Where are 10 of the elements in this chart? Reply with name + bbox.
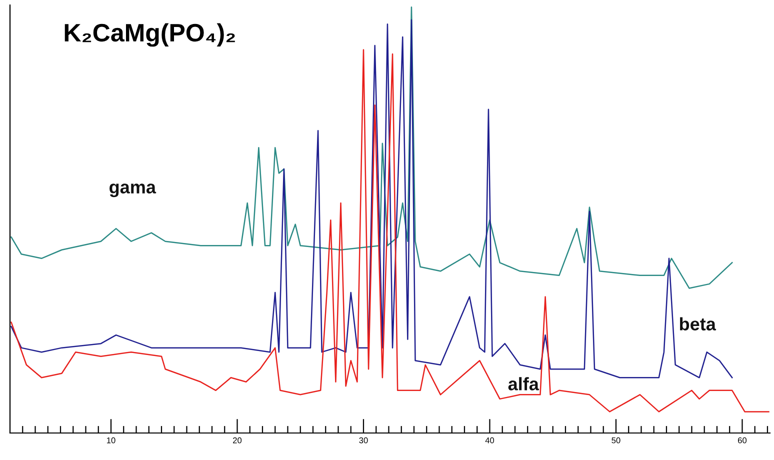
x-tick-label: 50 <box>612 437 620 444</box>
x-tick-label: 60 <box>738 437 747 444</box>
x-tick-label: 20 <box>233 437 242 444</box>
x-tick-label: 40 <box>485 437 494 444</box>
text: K₂CaMg(PO₄)₂ <box>64 23 235 47</box>
series-label: gama <box>110 184 156 198</box>
series-label: alfa <box>508 377 540 390</box>
x-tick-label: 30 <box>359 437 368 444</box>
series-label: beta <box>680 317 716 330</box>
x-tick-label: 10 <box>107 437 116 444</box>
